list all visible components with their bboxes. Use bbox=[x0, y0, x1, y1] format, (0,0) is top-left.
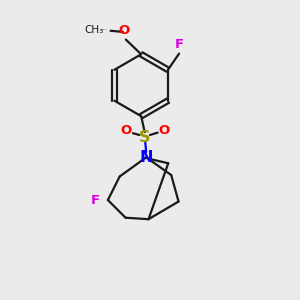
Text: O: O bbox=[121, 124, 132, 137]
Text: O: O bbox=[118, 24, 130, 37]
Text: O: O bbox=[158, 124, 170, 137]
Text: CH₃: CH₃ bbox=[85, 25, 104, 35]
Text: F: F bbox=[175, 38, 184, 51]
Text: F: F bbox=[91, 194, 100, 207]
Text: methoxy: methoxy bbox=[101, 29, 108, 30]
Text: N: N bbox=[140, 150, 153, 165]
Text: S: S bbox=[139, 130, 151, 145]
